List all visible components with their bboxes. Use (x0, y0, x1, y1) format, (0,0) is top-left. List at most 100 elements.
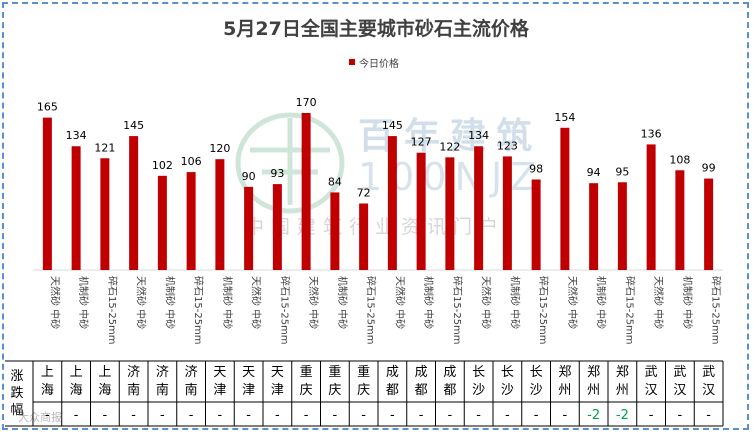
table-change: - (103, 408, 108, 423)
table-city-char: 郑 (616, 365, 629, 380)
table-change: - (649, 408, 654, 423)
table-city-char: 海 (70, 383, 83, 398)
table-city-char: 长 (472, 365, 485, 380)
value-label: 154 (554, 111, 575, 124)
table-header-char: 跌 (10, 385, 23, 401)
category-label: 碎石15-25mm (451, 276, 464, 345)
table-change: - (563, 408, 568, 423)
table-change: - (333, 408, 338, 423)
bar (186, 172, 196, 270)
value-label: 95 (615, 165, 629, 178)
table-city-char: 州 (558, 383, 571, 398)
table-city-char: 成 (415, 365, 428, 380)
value-label: 98 (529, 162, 543, 175)
category-label: 碎石15-25mm (537, 276, 550, 345)
table-city-char: 上 (70, 365, 83, 380)
table-change: - (275, 408, 280, 423)
value-label: 145 (123, 119, 144, 132)
table-city-char: 都 (443, 383, 456, 398)
value-label: 102 (152, 159, 173, 172)
table-city-char: 州 (587, 383, 600, 398)
table-city-char: 上 (98, 365, 111, 380)
table-change: - (189, 408, 194, 423)
watermark-brand-cn: 百年建筑 (358, 116, 542, 157)
bar (100, 158, 110, 270)
table-change: - (131, 408, 136, 423)
table-city-char: 庆 (300, 383, 313, 398)
bar (129, 136, 139, 270)
table-change: - (678, 408, 683, 423)
table-change: - (706, 408, 711, 423)
table-city-char: 汉 (702, 383, 715, 398)
table-city-char: 都 (415, 383, 428, 398)
value-label: 134 (66, 129, 87, 142)
value-label: 165 (37, 101, 58, 114)
bar (157, 175, 167, 270)
table-city-char: 南 (127, 382, 140, 398)
table-city-char: 沙 (530, 383, 543, 398)
category-label: 机制砂 中砂 (77, 276, 90, 329)
category-label: 天然砂 中砂 (135, 276, 148, 329)
table-city-char: 郑 (587, 365, 600, 380)
change-table: 涨 跌 幅 上海 - 上海 - 上海 - 济南 - 济南 - 济南 - 天津 - 天津 - 天津 - 重庆 - 重庆 - 重… (5, 360, 724, 427)
watermark-subtitle: 中国建筑行业资讯门户 (245, 216, 505, 238)
table-header-char: 涨 (10, 369, 23, 384)
value-label: 93 (270, 167, 284, 180)
value-label: 120 (209, 142, 230, 155)
category-label: 碎石15-25mm (278, 276, 291, 345)
table-change: - (74, 408, 79, 423)
table-city-char: 武 (673, 365, 686, 380)
chart-title: 5月27日全国主要城市砂石主流价格 (223, 17, 530, 40)
bar (42, 117, 52, 270)
table-city-char: 郑 (558, 365, 571, 380)
table-city-char: 州 (616, 383, 629, 398)
category-label: 机制砂 中砂 (681, 276, 694, 329)
chart-frame (2, 2, 749, 430)
bar (416, 152, 426, 270)
table-city-char: 济 (185, 365, 198, 380)
category-label: 天然砂 中砂 (250, 276, 263, 329)
category-label: 碎石15-25mm (106, 276, 119, 345)
category-label: 机制砂 中砂 (163, 276, 176, 329)
table-city-char: 津 (271, 383, 284, 398)
category-labels-group: 天然砂 中砂 机制砂 中砂 碎石15-25mm 天然砂 中砂 机制砂 中砂 碎石15-25… (48, 276, 722, 345)
table-city-char: 重 (300, 364, 313, 380)
table-city-char: 成 (443, 365, 456, 380)
table-city-char: 长 (530, 365, 543, 380)
table-city-char: 沙 (501, 383, 514, 398)
table-change: - (419, 408, 424, 423)
table-change: - (505, 408, 510, 423)
category-label: 碎石15-25mm (710, 276, 723, 345)
bars-group (42, 113, 714, 270)
category-label: 天然砂 中砂 (480, 276, 493, 329)
table-city-char: 成 (386, 365, 399, 380)
category-label: 碎石15-25mm (623, 276, 636, 345)
table-city-char: 海 (41, 383, 54, 398)
value-label: 134 (468, 129, 489, 142)
bar (301, 113, 311, 270)
table-change: - (45, 408, 50, 423)
table-city-char: 武 (645, 365, 658, 380)
bar (646, 144, 656, 270)
value-label: 94 (587, 166, 601, 179)
category-label: 机制砂 中砂 (595, 276, 608, 329)
bar (704, 178, 714, 270)
bar (617, 182, 627, 270)
bar (244, 186, 254, 270)
table-change: - (361, 408, 366, 423)
table-city-char: 天 (213, 365, 226, 380)
bar (387, 136, 397, 270)
value-label: 90 (242, 170, 256, 183)
bar (215, 159, 225, 270)
table-city-char: 重 (357, 364, 370, 380)
bar (445, 157, 455, 270)
table-city-char: 沙 (472, 383, 485, 398)
category-label: 碎石15-25mm (365, 276, 378, 345)
table-city-char: 庆 (357, 383, 370, 398)
category-label: 机制砂 中砂 (336, 276, 349, 329)
table-change: - (534, 408, 539, 423)
table-city-char: 天 (242, 365, 255, 380)
watermark-logo-icon (235, 112, 345, 214)
value-label: 145 (382, 119, 403, 132)
